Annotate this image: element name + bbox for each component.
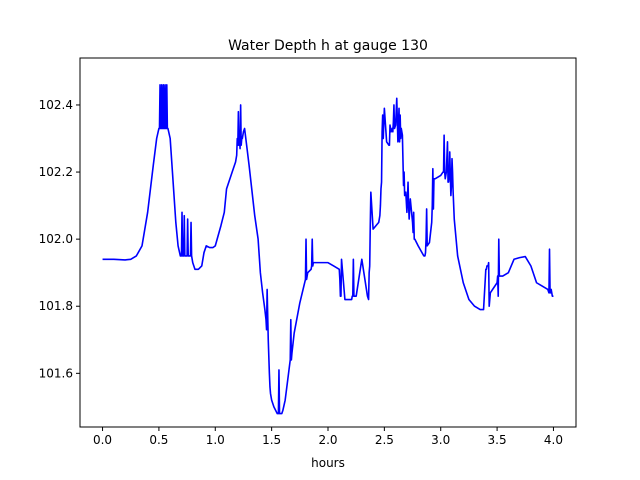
y-tick-label: 102.0 [39,232,73,246]
y-axis: 101.6 101.8 102.0 102.2 102.4 [39,98,80,380]
plot-area [79,57,577,428]
x-tick-label: 4.0 [544,433,563,447]
x-tick-label: 0.0 [93,433,112,447]
x-axis-label: hours [311,456,345,470]
x-tick-label: 3.5 [488,433,507,447]
x-tick-label: 2.5 [375,433,394,447]
x-tick-label: 1.0 [206,433,225,447]
x-tick-label: 3.0 [431,433,450,447]
series-line [102,84,554,415]
chart-title: Water Depth h at gauge 130 [228,38,428,54]
y-tick-label: 102.4 [39,98,73,112]
x-tick-label: 0.5 [149,433,168,447]
x-tick-label: 1.5 [262,433,281,447]
x-tick-label: 2.0 [318,433,337,447]
x-axis: 0.0 0.5 1.0 1.5 2.0 2.5 3.0 3.5 4.0 [93,427,563,447]
plot-frame [79,57,577,428]
y-tick-label: 101.8 [39,299,73,313]
y-tick-label: 101.6 [39,366,73,380]
y-tick-label: 102.2 [39,165,73,179]
